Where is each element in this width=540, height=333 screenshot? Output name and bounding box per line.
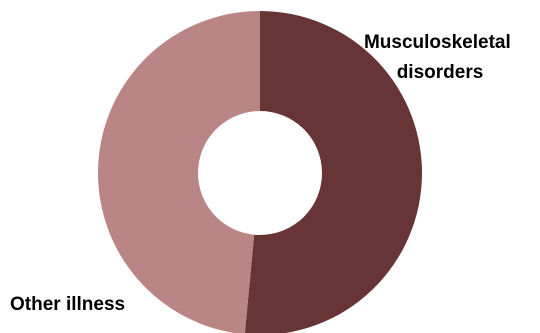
- slice-musculoskeletal: [244, 11, 422, 333]
- slices-group: [98, 11, 422, 333]
- label-other-illness: Other illness: [10, 294, 125, 315]
- slice-other-illness: [98, 11, 260, 333]
- donut-hole: [198, 111, 322, 235]
- label-musculoskeletal: Musculoskeletal disorders: [364, 32, 516, 83]
